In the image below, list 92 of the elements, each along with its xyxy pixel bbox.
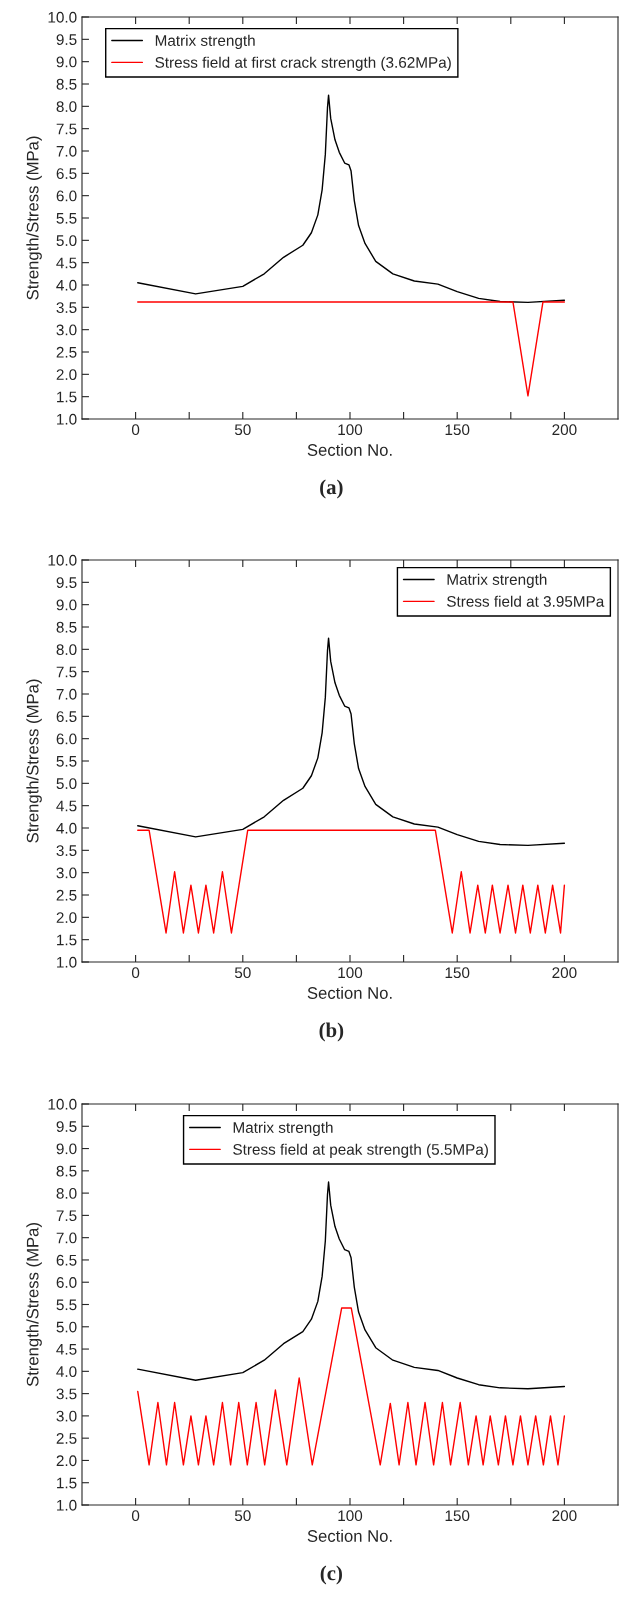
line-series	[137, 94, 566, 304]
y-tick-label: 5.0	[56, 1321, 77, 1333]
y-tick-label: 4.0	[56, 822, 77, 834]
x-tick-label: 150	[445, 424, 470, 436]
y-tick-label: 8.0	[56, 644, 77, 656]
x-tick-label: 50	[234, 1510, 251, 1522]
legend-label: Matrix strength	[233, 1121, 333, 1136]
y-tick-label: 7.5	[56, 666, 77, 678]
y-tick-label: 1.0	[57, 413, 77, 425]
x-tick-label: 100	[338, 1510, 363, 1522]
y-tick-label: 3.0	[56, 324, 77, 336]
y-tick-label: 5.0	[56, 778, 77, 790]
y-tick-label: 2.5	[56, 346, 77, 358]
y-tick-label: 8.5	[56, 1165, 77, 1177]
y-tick-label: 8.0	[56, 101, 77, 113]
legend-label: Matrix strength	[447, 573, 547, 588]
y-tick-label: 6.5	[56, 168, 77, 180]
y-tick-label: 8.5	[56, 78, 77, 90]
legend-label: Stress field at peak strength (5.5MPa)	[233, 1143, 488, 1158]
y-tick-label: 2.5	[56, 889, 77, 901]
y-tick-label: 1.5	[57, 934, 77, 946]
text: (c)	[320, 1565, 342, 1585]
line-series	[137, 829, 566, 934]
x-tick-label: 0	[131, 967, 140, 979]
y-tick-label: 1.5	[57, 391, 77, 403]
y-tick-label: 1.5	[57, 1477, 77, 1489]
y-tick-label: 3.5	[56, 302, 77, 314]
y-tick-label: 5.0	[56, 235, 77, 247]
x-tick-label: 0	[131, 424, 140, 436]
y-tick-label: 8.5	[56, 621, 77, 633]
y-tick-label: 6.5	[56, 711, 77, 723]
line-series	[137, 1181, 566, 1390]
y-tick-label: 7.0	[56, 145, 77, 157]
legend-label: Stress field at first crack strength (3.62MPa)	[155, 56, 451, 71]
legend-label: Matrix strength	[155, 34, 255, 50]
y-tick-label: 9.0	[56, 1143, 77, 1155]
y-tick-label: 1.0	[57, 956, 77, 968]
y-axis-title: Strength/Stress (MPa)	[26, 1223, 42, 1387]
y-tick-label: 6.0	[56, 1277, 77, 1288]
x-tick-label: 200	[552, 1510, 577, 1522]
x-tick-label: 50	[234, 967, 251, 979]
y-axis-title: Strength/Stress (MPa)	[26, 136, 42, 300]
y-tick-label: 10.0	[48, 554, 77, 566]
text: (a)	[320, 479, 343, 499]
y-tick-label: 6.0	[56, 190, 77, 202]
y-tick-label: 9.0	[56, 599, 77, 611]
y-tick-label: 10.0	[48, 1098, 77, 1110]
x-tick-label: 200	[552, 424, 577, 436]
x-tick-label: 0	[131, 1510, 140, 1522]
x-axis-title: Section No.	[307, 443, 392, 456]
y-tick-label: 4.5	[56, 800, 77, 812]
line-series	[137, 637, 566, 847]
y-tick-label: 3.0	[56, 867, 77, 879]
y-tick-label: 8.0	[56, 1187, 77, 1199]
y-axis-title: Strength/Stress (MPa)	[26, 679, 42, 843]
y-tick-label: 5.5	[56, 213, 77, 224]
x-tick-label: 50	[234, 424, 251, 436]
x-tick-label: 100	[338, 967, 363, 979]
y-tick-label: 7.5	[56, 1210, 77, 1222]
y-tick-label: 9.5	[56, 577, 77, 589]
y-tick-label: 2.0	[56, 369, 77, 381]
y-tick-label: 5.5	[56, 1299, 77, 1311]
y-tick-label: 3.5	[56, 1388, 77, 1400]
y-tick-label: 9.5	[56, 34, 77, 46]
y-tick-label: 9.5	[56, 1121, 77, 1132]
y-tick-label: 4.0	[56, 279, 77, 291]
y-tick-label: 9.0	[56, 56, 77, 68]
y-tick-label: 7.5	[56, 123, 77, 135]
x-tick-label: 200	[552, 967, 577, 979]
y-tick-label: 4.0	[56, 1366, 77, 1378]
text: (b)	[319, 1022, 344, 1042]
x-axis-title: Section No.	[307, 1529, 392, 1542]
legend-label: Stress field at 3.95MPa	[447, 595, 605, 607]
line-series	[137, 1307, 566, 1466]
y-tick-label: 7.0	[56, 1232, 77, 1244]
y-tick-label: 7.0	[56, 688, 77, 700]
x-tick-label: 150	[445, 1510, 470, 1522]
x-tick-label: 150	[445, 967, 470, 979]
y-tick-label: 3.5	[56, 845, 77, 857]
y-tick-label: 6.5	[56, 1254, 77, 1266]
y-tick-label: 6.0	[56, 733, 77, 745]
y-tick-label: 2.0	[56, 912, 77, 924]
y-tick-label: 2.5	[56, 1433, 77, 1444]
y-tick-label: 5.5	[56, 756, 77, 767]
y-tick-label: 2.0	[56, 1455, 77, 1467]
y-tick-label: 1.0	[57, 1499, 77, 1511]
y-tick-label: 10.0	[48, 11, 77, 23]
x-tick-label: 100	[338, 424, 363, 436]
y-tick-label: 4.5	[56, 1344, 77, 1355]
x-axis-title: Section No.	[307, 986, 392, 999]
y-tick-label: 3.0	[56, 1410, 77, 1422]
y-tick-label: 4.5	[56, 257, 77, 269]
